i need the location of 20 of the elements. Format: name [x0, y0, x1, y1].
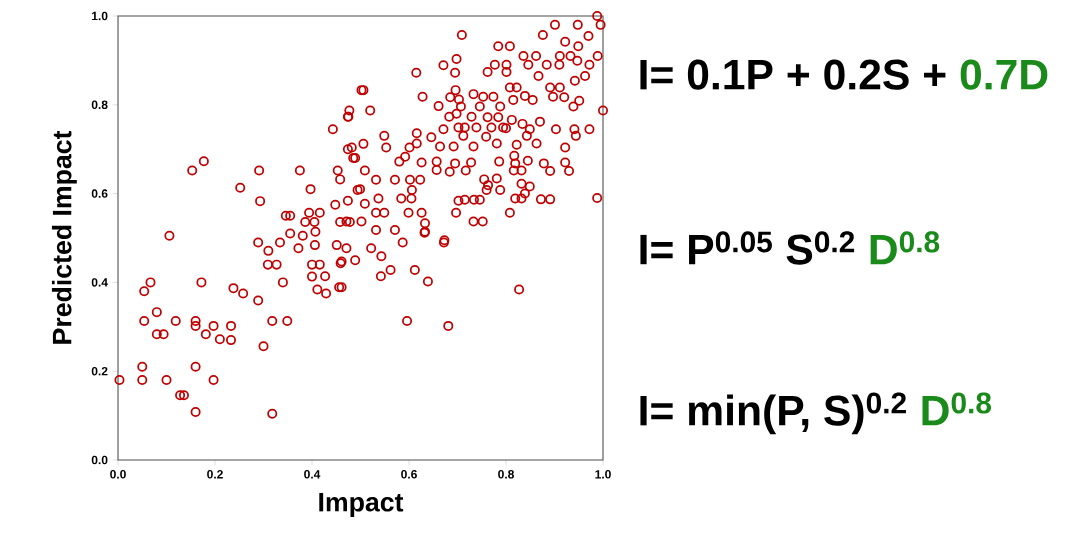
y-tick-label: 0.6 — [91, 189, 108, 198]
x-tick-label: 0.4 — [304, 470, 321, 479]
x-axis-title: Impact — [319, 493, 404, 517]
y-tick-label: 0.2 — [91, 366, 108, 376]
text: I= P$^{0.05}$ S$^{0.2}$ — [640, 231, 855, 265]
x-tick-label: 0.6 — [401, 470, 417, 479]
text: D$^{0.8}$ — [870, 231, 940, 265]
x-tick-label: 1.0 — [595, 470, 611, 479]
x-tick-label: 0.8 — [498, 470, 514, 479]
text: I= 0.1P + 0.2S + — [640, 59, 946, 90]
text: 0.7D — [960, 59, 1048, 90]
y-tick-label: 0.8 — [91, 100, 108, 110]
y-axis-title: Predicted Impact — [51, 130, 77, 344]
x-tick-label: 0.2 — [207, 470, 223, 479]
x-tick-label: 0.0 — [110, 470, 126, 479]
text: I= min(P, S)$^{0.2}$ — [640, 392, 906, 435]
text: D$^{0.8}$ — [922, 392, 992, 426]
y-tick-label: 0.4 — [91, 278, 108, 287]
y-tick-label: 0.0 — [91, 455, 108, 465]
y-tick-label: 1.0 — [92, 11, 108, 21]
